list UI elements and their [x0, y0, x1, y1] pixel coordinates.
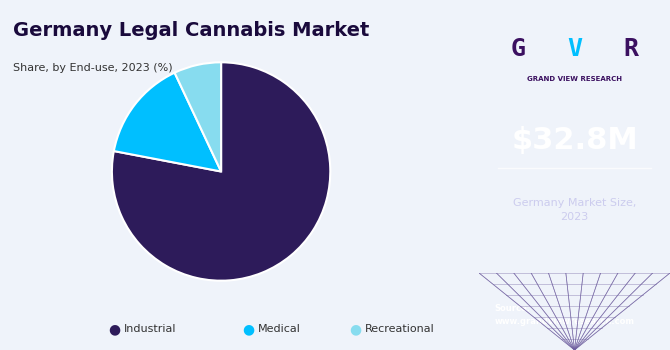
Text: GRAND VIEW RESEARCH: GRAND VIEW RESEARCH	[527, 76, 622, 82]
Text: V: V	[567, 37, 582, 61]
Text: G: G	[511, 37, 525, 61]
Text: $32.8M: $32.8M	[511, 126, 638, 154]
Wedge shape	[112, 62, 330, 281]
Text: ●: ●	[109, 322, 121, 336]
Text: Germany Market Size,
2023: Germany Market Size, 2023	[513, 198, 636, 222]
Text: Industrial: Industrial	[124, 324, 176, 334]
Text: Germany Legal Cannabis Market: Germany Legal Cannabis Market	[13, 21, 370, 40]
Text: ●: ●	[243, 322, 255, 336]
Text: ●: ●	[350, 322, 362, 336]
Wedge shape	[175, 62, 221, 172]
Text: Source:
www.grandviewresearch.com: Source: www.grandviewresearch.com	[494, 304, 634, 326]
Text: Share, by End-use, 2023 (%): Share, by End-use, 2023 (%)	[13, 63, 173, 73]
Text: R: R	[624, 37, 639, 61]
Text: Recreational: Recreational	[365, 324, 435, 334]
Wedge shape	[114, 73, 221, 172]
Text: Medical: Medical	[258, 324, 301, 334]
